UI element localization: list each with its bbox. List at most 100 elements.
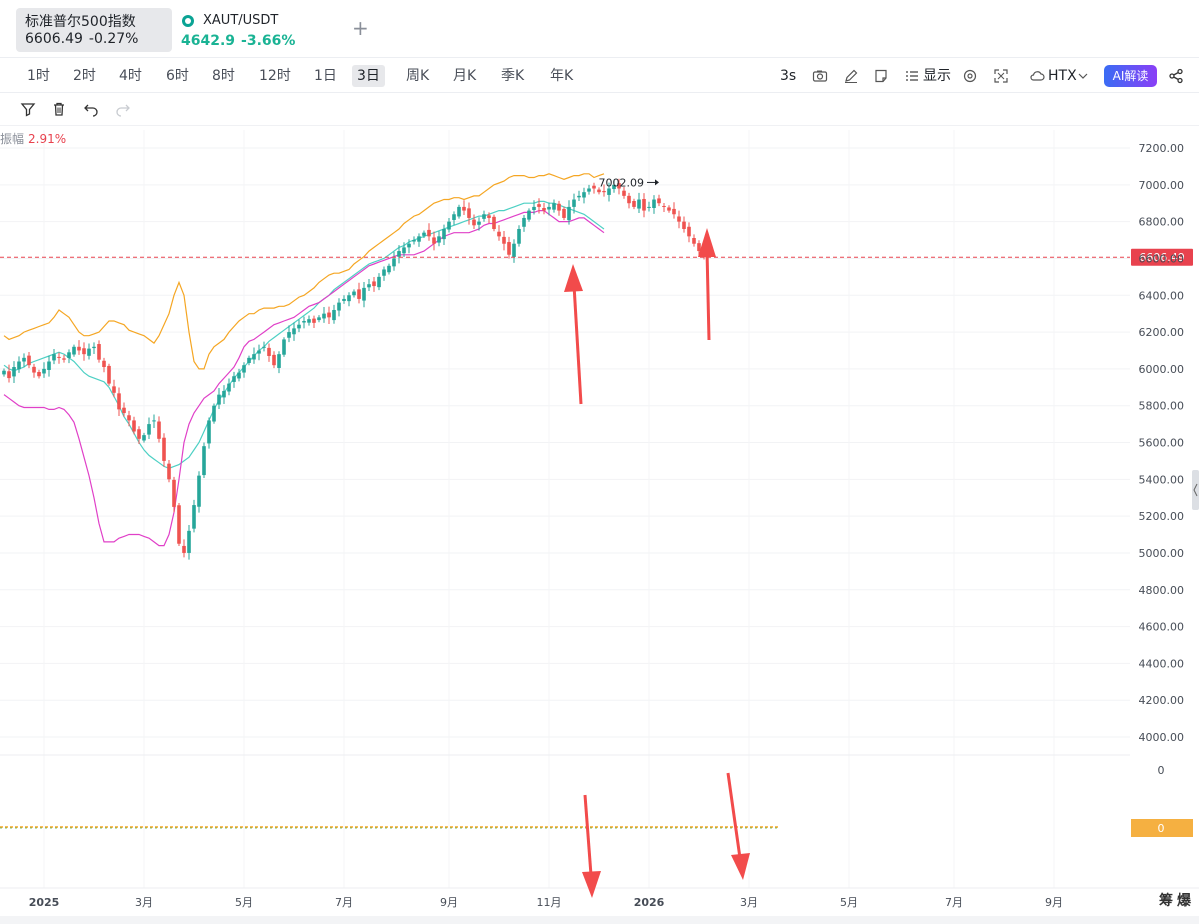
timeframe-quarter[interactable]: 季K: [501, 68, 525, 84]
display-button[interactable]: 显示: [923, 68, 951, 84]
candle-up: [412, 240, 416, 242]
timeframe-1d[interactable]: 1日: [314, 68, 337, 84]
y-tick-label: 4800.00: [1139, 584, 1185, 597]
timeframe-year[interactable]: 年K: [550, 68, 574, 84]
horizontal-scrollbar[interactable]: [0, 916, 1199, 924]
drawing-toolbar: [0, 94, 1199, 126]
x-tick-label: 5月: [840, 896, 858, 909]
candle-up: [637, 199, 641, 209]
bottom-right-indicators[interactable]: 筹 爆: [1159, 892, 1192, 909]
candle-down: [77, 346, 81, 351]
candle-down: [622, 190, 626, 196]
redo-icon[interactable]: [115, 101, 131, 117]
candle-down: [7, 371, 11, 379]
note-icon[interactable]: [873, 68, 889, 84]
candle-down: [97, 344, 101, 360]
candle-down: [507, 242, 511, 255]
sub-indicator-value-text: 0: [1158, 822, 1165, 835]
candle-up: [227, 383, 231, 392]
y-tick-label: 4600.00: [1139, 621, 1185, 634]
mid-band-line: [3, 200, 605, 469]
share-icon[interactable]: [1168, 68, 1184, 84]
symbol-tab-spx[interactable]: 标准普尔500指数 6606.49 -0.27%: [16, 8, 172, 52]
y-tick-label: 6600.00: [1139, 252, 1185, 265]
chevron-down-icon[interactable]: [1075, 68, 1091, 84]
candle-down: [272, 354, 276, 366]
candle-up: [417, 236, 421, 242]
candle-up: [607, 188, 611, 195]
candle-up: [47, 361, 51, 370]
timeframe-4h[interactable]: 4时: [119, 68, 142, 84]
symbol-tab-xaut[interactable]: XAUT/USDT 4642.9 -3.66%: [181, 8, 331, 52]
timeframe-8h[interactable]: 8时: [212, 68, 235, 84]
y-tick-label: 6200.00: [1139, 326, 1185, 339]
candle-down: [627, 195, 631, 204]
candle-up: [512, 243, 516, 257]
grid: [0, 130, 1130, 888]
refresh-interval[interactable]: 3s: [780, 68, 797, 84]
candle-down: [667, 207, 671, 211]
side-collapse-handle[interactable]: [1192, 470, 1199, 510]
time-axis[interactable]: 2025 3月 5月 7月 9月 11月 2026 3月 5月 7月 9月: [0, 754, 1199, 909]
y-tick-label: 4200.00: [1139, 694, 1185, 707]
ai-interpret-button[interactable]: AI解读: [1104, 65, 1157, 87]
timeframe-6h[interactable]: 6时: [166, 68, 189, 84]
filter-icon[interactable]: [20, 101, 36, 117]
candle-up: [22, 357, 26, 362]
max-price-label: 7002.09: [599, 176, 645, 189]
candle-up: [87, 348, 91, 356]
liquidation-label[interactable]: 爆: [1177, 892, 1192, 909]
x-tick-label: 3月: [740, 896, 758, 909]
undo-icon[interactable]: [83, 101, 99, 117]
candle-down: [172, 479, 176, 507]
candle-up: [397, 251, 401, 257]
trash-icon[interactable]: [51, 101, 67, 117]
candle-up: [382, 269, 386, 276]
candle-down: [177, 505, 181, 544]
timeframe-month[interactable]: 月K: [453, 68, 477, 84]
candle-up: [297, 324, 301, 329]
candle-up: [582, 192, 586, 198]
candle-down: [677, 216, 681, 222]
candle-up: [367, 284, 371, 288]
timeframe-1h[interactable]: 1时: [27, 68, 50, 84]
exchange-selector[interactable]: HTX: [1048, 68, 1077, 84]
timeframe-week[interactable]: 周K: [406, 68, 430, 84]
y-tick-label: 4000.00: [1139, 731, 1185, 744]
candle-up: [142, 435, 146, 441]
candle-down: [102, 360, 106, 368]
chip-label[interactable]: 筹: [1159, 892, 1173, 909]
timeframe-12h[interactable]: 12时: [259, 68, 291, 84]
last-price-tag-text: 6606.49: [1139, 251, 1185, 264]
symbol-price: 6606.49: [25, 31, 83, 47]
last-price-tag: [1131, 248, 1193, 266]
settings-gear-icon[interactable]: [962, 68, 978, 84]
y-tick-label: 6800.00: [1139, 216, 1185, 229]
timeframe-2h[interactable]: 2时: [73, 68, 96, 84]
up-arrow-2: [705, 249, 711, 341]
upper-band-line: [3, 173, 605, 370]
price-axis[interactable]: 4000.00 4200.00 4400.00 4600.00 4800.00 5000.…: [1139, 142, 1185, 744]
candle-down: [117, 393, 121, 410]
x-tick-label: 7月: [945, 896, 963, 909]
candles: [2, 178, 706, 560]
candle-up: [332, 309, 336, 321]
candle-up: [12, 367, 16, 377]
candle-up: [322, 313, 326, 319]
timeframe-3d[interactable]: 3日: [352, 65, 385, 87]
pencil-icon[interactable]: [843, 68, 859, 84]
add-tab-button[interactable]: +: [352, 16, 369, 40]
fullscreen-icon[interactable]: [993, 68, 1009, 84]
candle-up: [457, 206, 461, 217]
y-tick-label: 5000.00: [1139, 547, 1185, 560]
up-arrow-1: [572, 284, 583, 405]
candle-up: [202, 446, 206, 476]
camera-icon[interactable]: [812, 68, 828, 84]
candle-up: [152, 420, 156, 422]
candle-down: [597, 189, 601, 193]
display-list-icon[interactable]: [904, 68, 920, 84]
candle-up: [52, 354, 56, 361]
candle-down: [467, 208, 471, 218]
candle-down: [682, 221, 686, 229]
